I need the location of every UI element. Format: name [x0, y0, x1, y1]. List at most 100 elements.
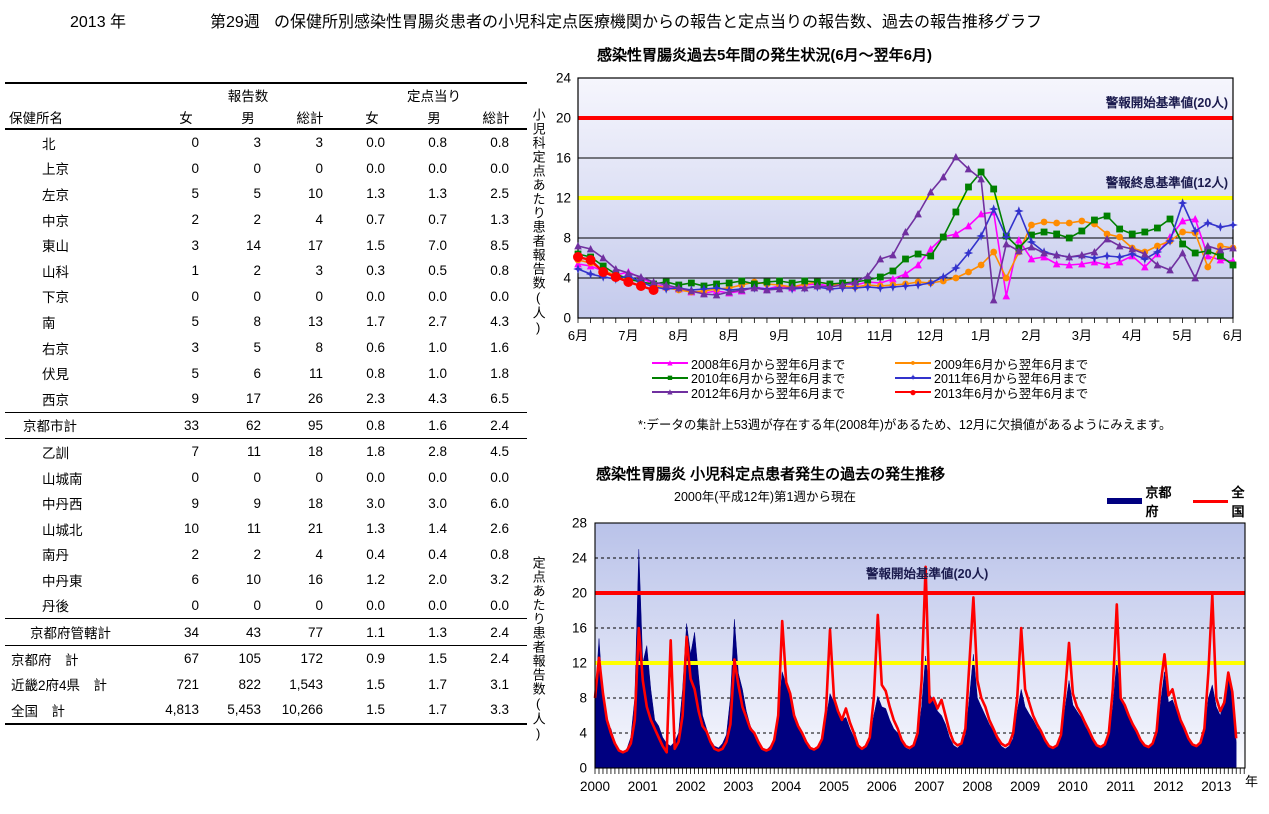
table-row: 南 5 8 13 1.7 2.7 4.3 [5, 309, 527, 335]
row-value: 1.2 [366, 572, 385, 588]
row-value: 0.6 [366, 340, 385, 356]
row-value: 0 [191, 135, 199, 151]
row-value: 1.3 [490, 212, 509, 228]
svg-text:2013: 2013 [1201, 779, 1231, 794]
row-value: 17 [307, 237, 323, 253]
row-value: 3 [191, 340, 199, 356]
col-header-male: 男 [217, 106, 279, 130]
svg-text:2000: 2000 [580, 779, 610, 794]
x-axis-labels: 6月 7月 8月 8月 9月 10月 11月 12月 1月 2月 3月 4月 5月 6月 [568, 328, 1243, 343]
row-value: 0.0 [366, 288, 385, 304]
row-value: 2.6 [490, 521, 509, 537]
y-axis-labels: 0 4 8 12 16 20 24 28 [572, 516, 588, 776]
row-value: 0.0 [428, 288, 447, 304]
svg-text:16: 16 [556, 151, 571, 166]
svg-text:4: 4 [563, 271, 571, 286]
row-value: 0.0 [366, 135, 385, 151]
table-row: 東山 3 14 17 1.5 7.0 8.5 [5, 232, 527, 258]
table-row: 北 0 3 3 0.0 0.8 0.8 [5, 129, 527, 156]
row-value: 172 [300, 651, 323, 667]
table-row: 上京 0 0 0 0.0 0.0 0.0 [5, 156, 527, 182]
col-header-name: 保健所名 [5, 106, 155, 130]
legend-item-2010: ■ 2010年6月から翌年6月まで [652, 368, 895, 387]
row-value: 2 [253, 263, 261, 279]
row-name: 伏見 [42, 367, 69, 383]
svg-text:8: 8 [579, 691, 587, 706]
row-value: 0.0 [366, 470, 385, 486]
table-row: 山科 1 2 3 0.3 0.5 0.8 [5, 258, 527, 284]
legend-label-2010: 2010年6月から翌年6月まで [691, 372, 846, 387]
svg-text:2008: 2008 [962, 779, 992, 794]
row-value: 2.5 [490, 186, 509, 202]
row-value: 6.5 [490, 391, 509, 407]
row-value: 0.8 [366, 365, 385, 381]
row-name: 全国 計 [5, 697, 155, 725]
legend-item-2012: ▲ 2012年6月から翌年6月まで [652, 383, 895, 402]
row-name: 東山 [42, 239, 69, 255]
row-value: 8 [315, 340, 323, 356]
bottom-chart-subtitle: 2000年(平成12年)第1週から現在 [674, 490, 856, 504]
legend-label-zenkoku: 全 国 [1231, 485, 1258, 519]
row-value: 1.8 [366, 444, 385, 460]
row-value: 17 [245, 391, 261, 407]
row-value: 1.7 [428, 676, 447, 692]
row-name: 下京 [42, 290, 69, 306]
row-value: 0.8 [428, 135, 447, 151]
title-text: の保健所別感染性胃腸炎患者の小児科定点医療機関からの報告と定点当りの報告数、過去… [274, 14, 1043, 31]
svg-text:5月: 5月 [1172, 328, 1192, 343]
svg-text:2004: 2004 [771, 779, 802, 794]
legend-swatch-2010: ■ [652, 372, 688, 384]
legend-label-2008: 2008年6月から翌年6月まで [691, 357, 846, 372]
row-value: 7 [191, 444, 199, 460]
row-value: 6.0 [490, 495, 509, 511]
row-name: 京都府 計 [11, 652, 79, 668]
table-row: 丹後 0 0 0 0.0 0.0 0.0 [5, 593, 527, 619]
svg-text:7月: 7月 [618, 328, 638, 343]
svg-text:2012: 2012 [1154, 779, 1184, 794]
row-value: 2.4 [490, 651, 509, 667]
legend-item-2013: ● 2013年6月から翌年6月まで [895, 383, 1138, 402]
svg-text:2月: 2月 [1021, 328, 1041, 343]
row-value: 2.4 [465, 618, 527, 646]
legend-swatch-2011: ✦ [895, 372, 931, 384]
row-value: 0 [191, 160, 199, 176]
row-value: 3.3 [465, 697, 527, 725]
row-name: 右京 [42, 341, 69, 357]
kyoto-swatch [1107, 498, 1142, 504]
row-value: 9 [191, 391, 199, 407]
table-row: 西京 9 17 26 2.3 4.3 6.5 [5, 386, 527, 412]
row-name: 中丹西 [42, 497, 83, 513]
row-value: 2.8 [428, 444, 447, 460]
legend-label-2012: 2012年6月から翌年6月まで [691, 386, 846, 401]
row-name: 北 [42, 136, 56, 152]
legend-swatch-2012: ▲ [652, 386, 688, 398]
row-value: 0 [315, 597, 323, 613]
title-week: 第29週 [210, 14, 260, 31]
row-value: 2.4 [465, 411, 527, 440]
row-value: 3 [315, 135, 323, 151]
row-value: 1.0 [428, 340, 447, 356]
row-value: 6 [253, 365, 261, 381]
zenkoku-swatch [1193, 499, 1228, 503]
legend-item-2011: ✦ 2011年6月から翌年6月まで [895, 368, 1138, 387]
row-value: 3.1 [490, 676, 509, 692]
y-axis-labels: 0 4 8 12 16 20 24 [556, 71, 572, 326]
row-value: 10 [183, 521, 199, 537]
svg-text:0: 0 [563, 311, 571, 326]
row-value: 43 [217, 618, 279, 646]
table-row: 全国 計 4,813 5,453 10,266 1.5 1.7 3.3 [5, 697, 527, 725]
row-value: 0.8 [341, 411, 403, 440]
zenkoku-line [593, 565, 1238, 754]
bottom-chart: 2000 2001 2002 2003 2004 2005 2006 2007 2008 2009… [572, 516, 1246, 794]
row-value: 34 [155, 618, 217, 646]
table-row: 下京 0 0 0 0.0 0.0 0.0 [5, 284, 527, 310]
svg-text:16: 16 [572, 621, 587, 636]
row-value: 8.5 [490, 237, 509, 253]
row-name: 左京 [42, 187, 69, 203]
row-value: 4,813 [155, 697, 217, 725]
row-value: 0.0 [490, 470, 509, 486]
row-value: 0.9 [366, 651, 385, 667]
row-value: 1.5 [428, 651, 447, 667]
row-value: 5 [253, 340, 261, 356]
row-value: 1.4 [428, 521, 447, 537]
